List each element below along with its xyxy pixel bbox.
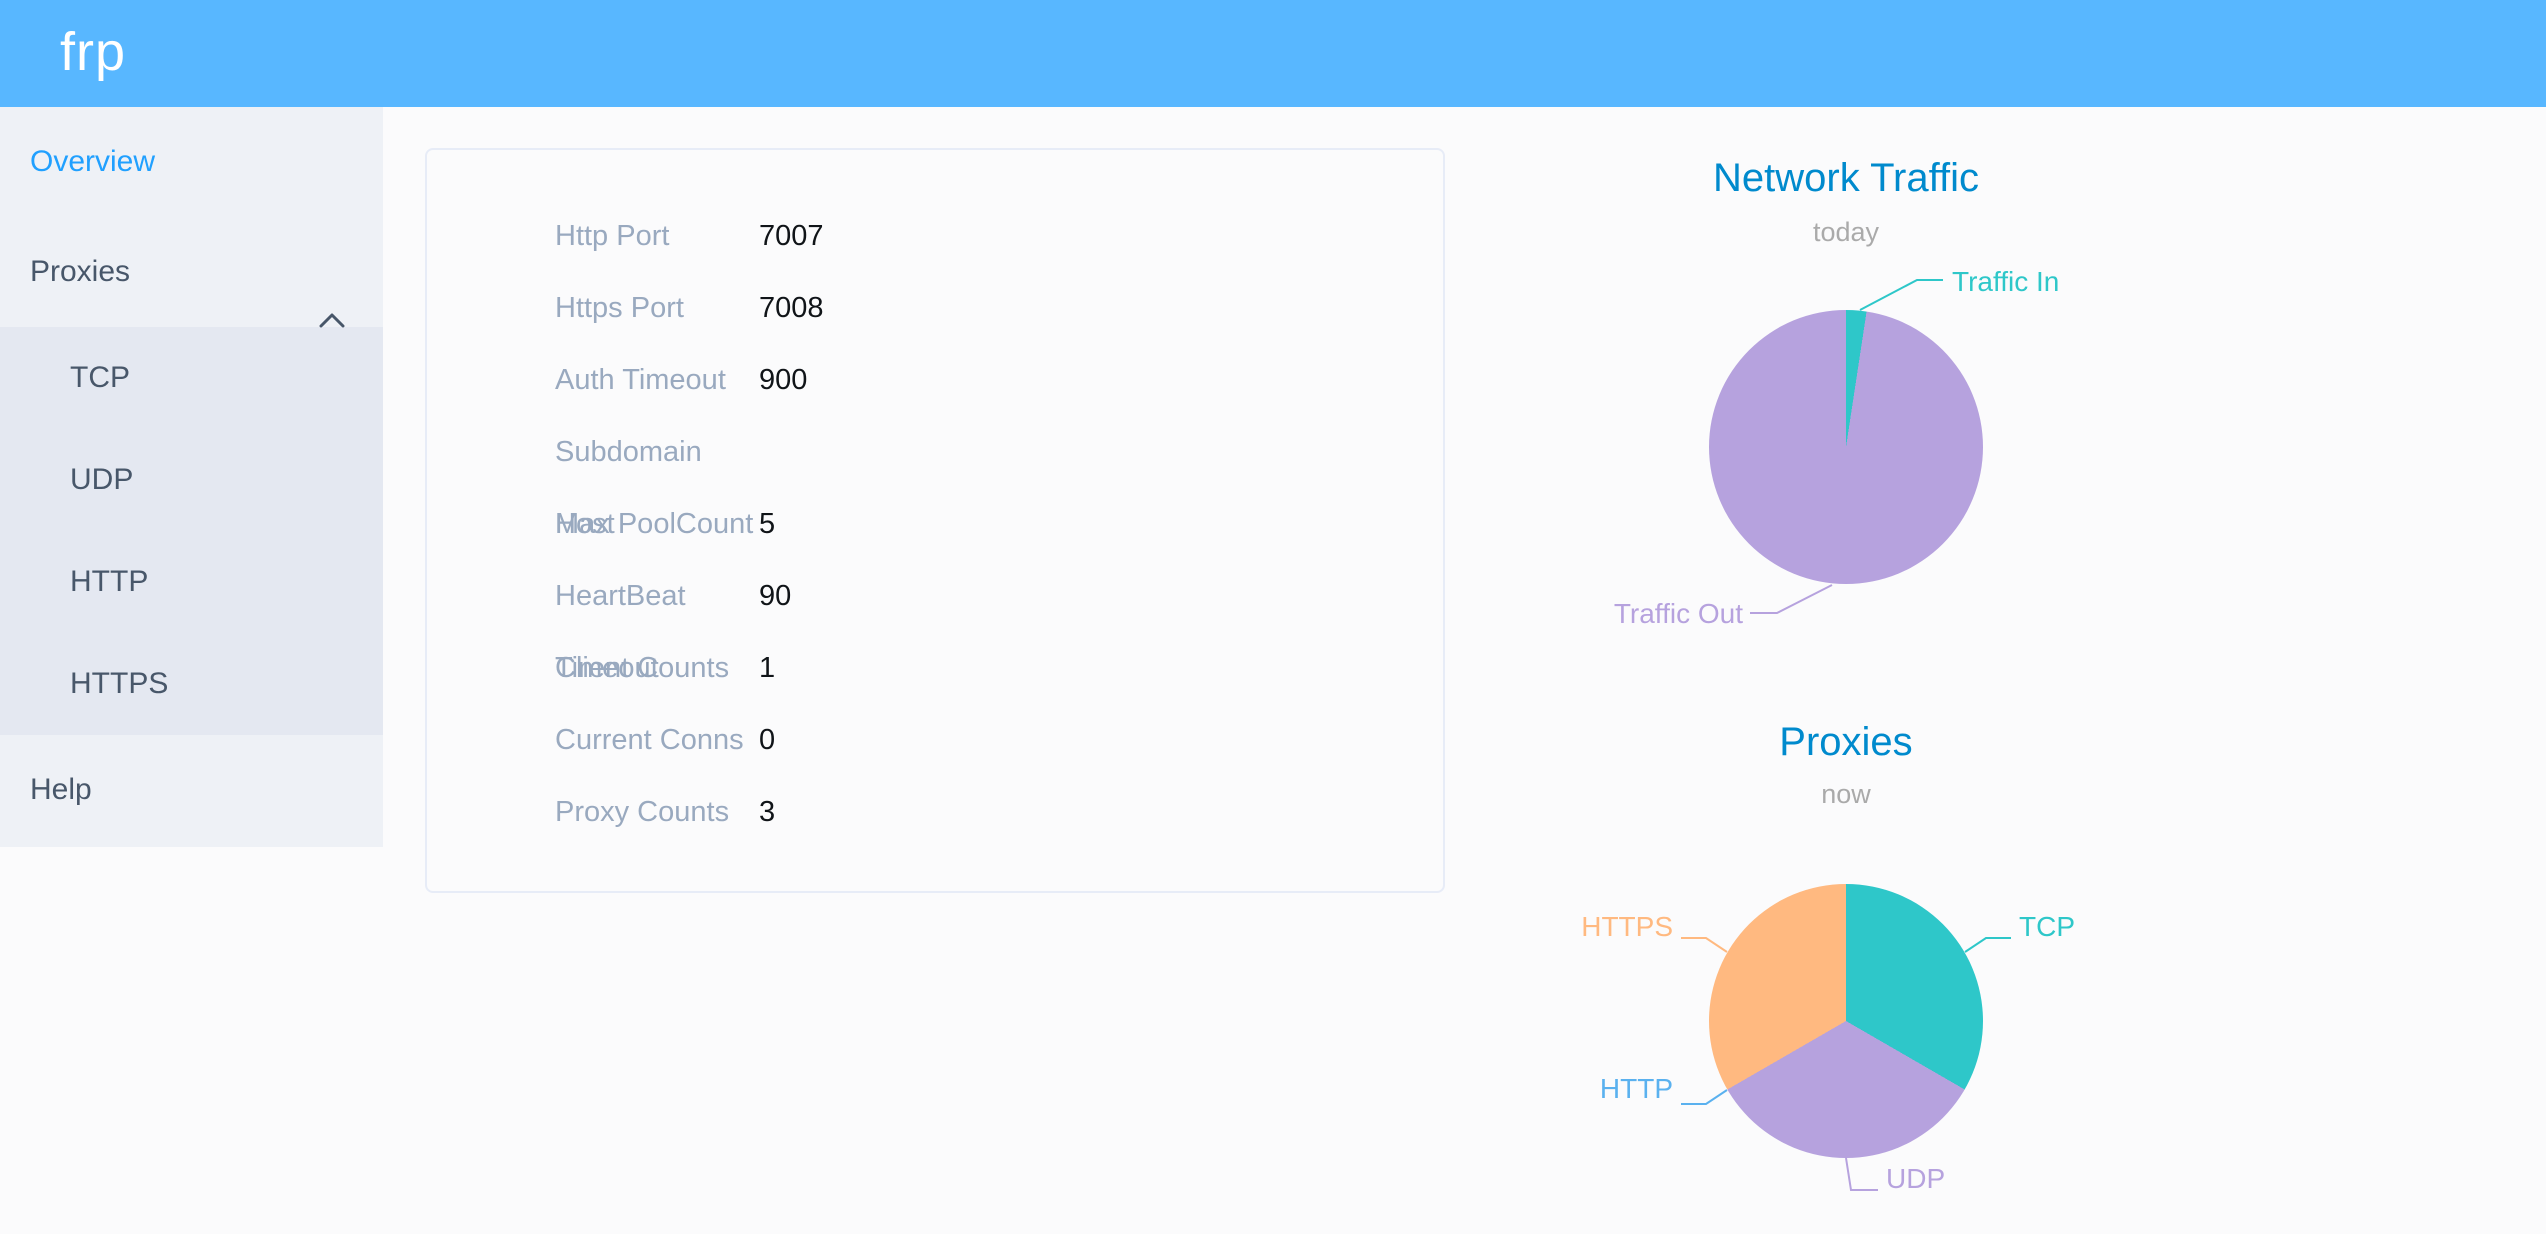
info-value: 900 xyxy=(759,364,808,396)
proxies-submenu: TCP UDP HTTP HTTPS xyxy=(0,327,383,735)
sidebar-item-overview[interactable]: Overview xyxy=(0,107,383,217)
info-row-current-conns: Current Conns 0 xyxy=(427,704,1443,776)
pie-label-traffic-in: Traffic In xyxy=(1952,266,2060,297)
sidebar-item-https[interactable]: HTTPS xyxy=(0,633,383,735)
sidebar-item-proxies-label: Proxies xyxy=(30,255,131,288)
pie-label-http: HTTP xyxy=(1599,1073,1673,1104)
proxies-pie[interactable] xyxy=(1709,884,1983,1158)
network-traffic-chart-title: Network Traffic xyxy=(1713,156,1979,200)
header-bar: frp xyxy=(0,0,2546,107)
sidebar-item-tcp[interactable]: TCP xyxy=(0,327,383,429)
info-value: 3 xyxy=(759,796,776,828)
sidebar-item-help-label: Help xyxy=(30,773,92,806)
info-label: Subdomain Host xyxy=(555,436,702,540)
info-row-subdomain-host: Subdomain Host xyxy=(427,416,1443,540)
proxies-chart-title: Proxies xyxy=(1779,720,1913,764)
pie-label-https: HTTPS xyxy=(1581,911,1673,942)
pie-label-traffic-out: Traffic Out xyxy=(1613,598,1743,629)
info-label: Proxy Counts xyxy=(555,796,730,828)
info-row-client-counts: Client Counts 1 xyxy=(427,632,1443,704)
sidebar-item-http[interactable]: HTTP xyxy=(0,531,383,633)
network-traffic-chart-subtitle: today xyxy=(1812,217,1880,247)
info-value: 90 xyxy=(759,580,792,612)
proxies-chart-subtitle: now xyxy=(1821,779,1871,809)
info-label: Current Conns xyxy=(555,724,744,756)
info-value: 7007 xyxy=(759,220,824,252)
sidebar-item-udp-label: UDP xyxy=(70,463,134,496)
sidebar-item-proxies[interactable]: Proxies xyxy=(0,217,383,328)
sidebar-item-https-label: HTTPS xyxy=(70,667,169,700)
sidebar-item-help[interactable]: Help xyxy=(0,735,383,845)
info-label: Auth Timeout xyxy=(555,364,726,396)
info-value: 7008 xyxy=(759,292,824,324)
info-row-max-poolcount: Max PoolCount 5 xyxy=(427,488,1443,560)
sidebar-item-overview-label: Overview xyxy=(30,145,156,178)
sidebar: Overview Proxies TCP UDP HTTP HTTPS xyxy=(0,107,383,847)
chevron-up-icon xyxy=(319,264,345,328)
server-info-card: Http Port 7007 Https Port 7008 Auth Time… xyxy=(425,148,1445,893)
info-value: 1 xyxy=(759,652,776,684)
info-label: Max PoolCount xyxy=(555,508,754,540)
info-row-heartbeat-timeout: HeartBeat Timeout 90 xyxy=(427,560,1443,684)
info-value: 5 xyxy=(759,508,776,540)
info-label: Http Port xyxy=(555,220,670,252)
sidebar-item-tcp-label: TCP xyxy=(70,361,130,394)
pie-label-udp: UDP xyxy=(1886,1163,1946,1194)
network-traffic-pie[interactable] xyxy=(1709,310,1983,584)
info-row-auth-timeout: Auth Timeout 900 xyxy=(427,344,1443,416)
pie-label-tcp: TCP xyxy=(2019,911,2075,942)
sidebar-item-http-label: HTTP xyxy=(70,565,149,598)
sidebar-item-udp[interactable]: UDP xyxy=(0,429,383,531)
app-logo: frp xyxy=(60,22,127,82)
info-label: HeartBeat Timeout xyxy=(555,580,686,684)
info-value: 0 xyxy=(759,724,776,756)
info-row-http-port: Http Port 7007 xyxy=(427,200,1443,272)
info-label: Https Port xyxy=(555,292,684,324)
info-row-proxy-counts: Proxy Counts 3 xyxy=(427,776,1443,848)
info-label: Client Counts xyxy=(555,652,730,684)
info-row-https-port: Https Port 7008 xyxy=(427,272,1443,344)
